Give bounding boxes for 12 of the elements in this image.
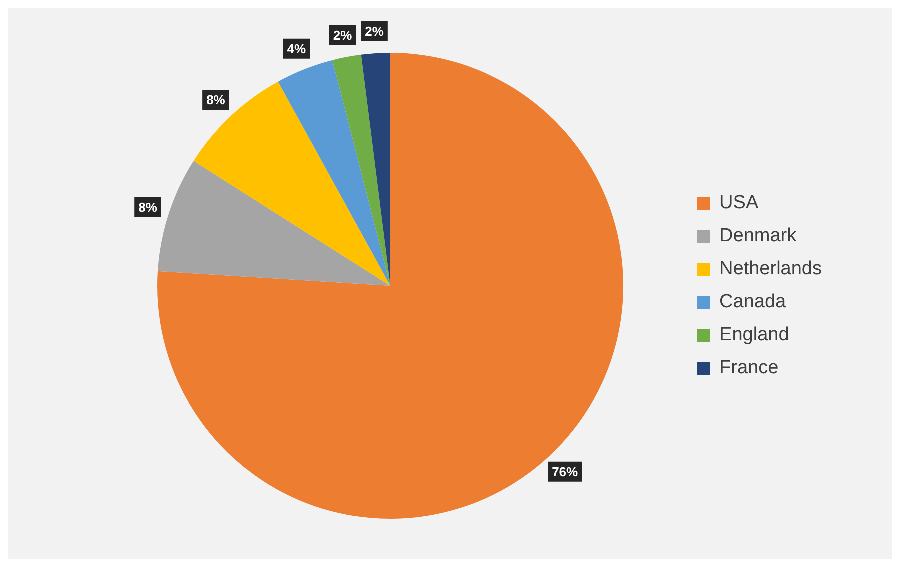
data-label: 2% (333, 28, 353, 44)
data-label: 8% (138, 200, 158, 215)
legend-label: Netherlands (720, 258, 822, 280)
legend-label: France (720, 358, 779, 379)
legend-label: England (720, 324, 790, 346)
data-label: 4% (287, 41, 306, 56)
legend-label: USA (720, 192, 759, 214)
data-label: 76% (552, 464, 579, 480)
data-label: 2% (365, 24, 384, 40)
data-label: 8% (206, 92, 226, 108)
legend-label: Canada (720, 292, 787, 313)
legend-label: Denmark (720, 226, 798, 247)
